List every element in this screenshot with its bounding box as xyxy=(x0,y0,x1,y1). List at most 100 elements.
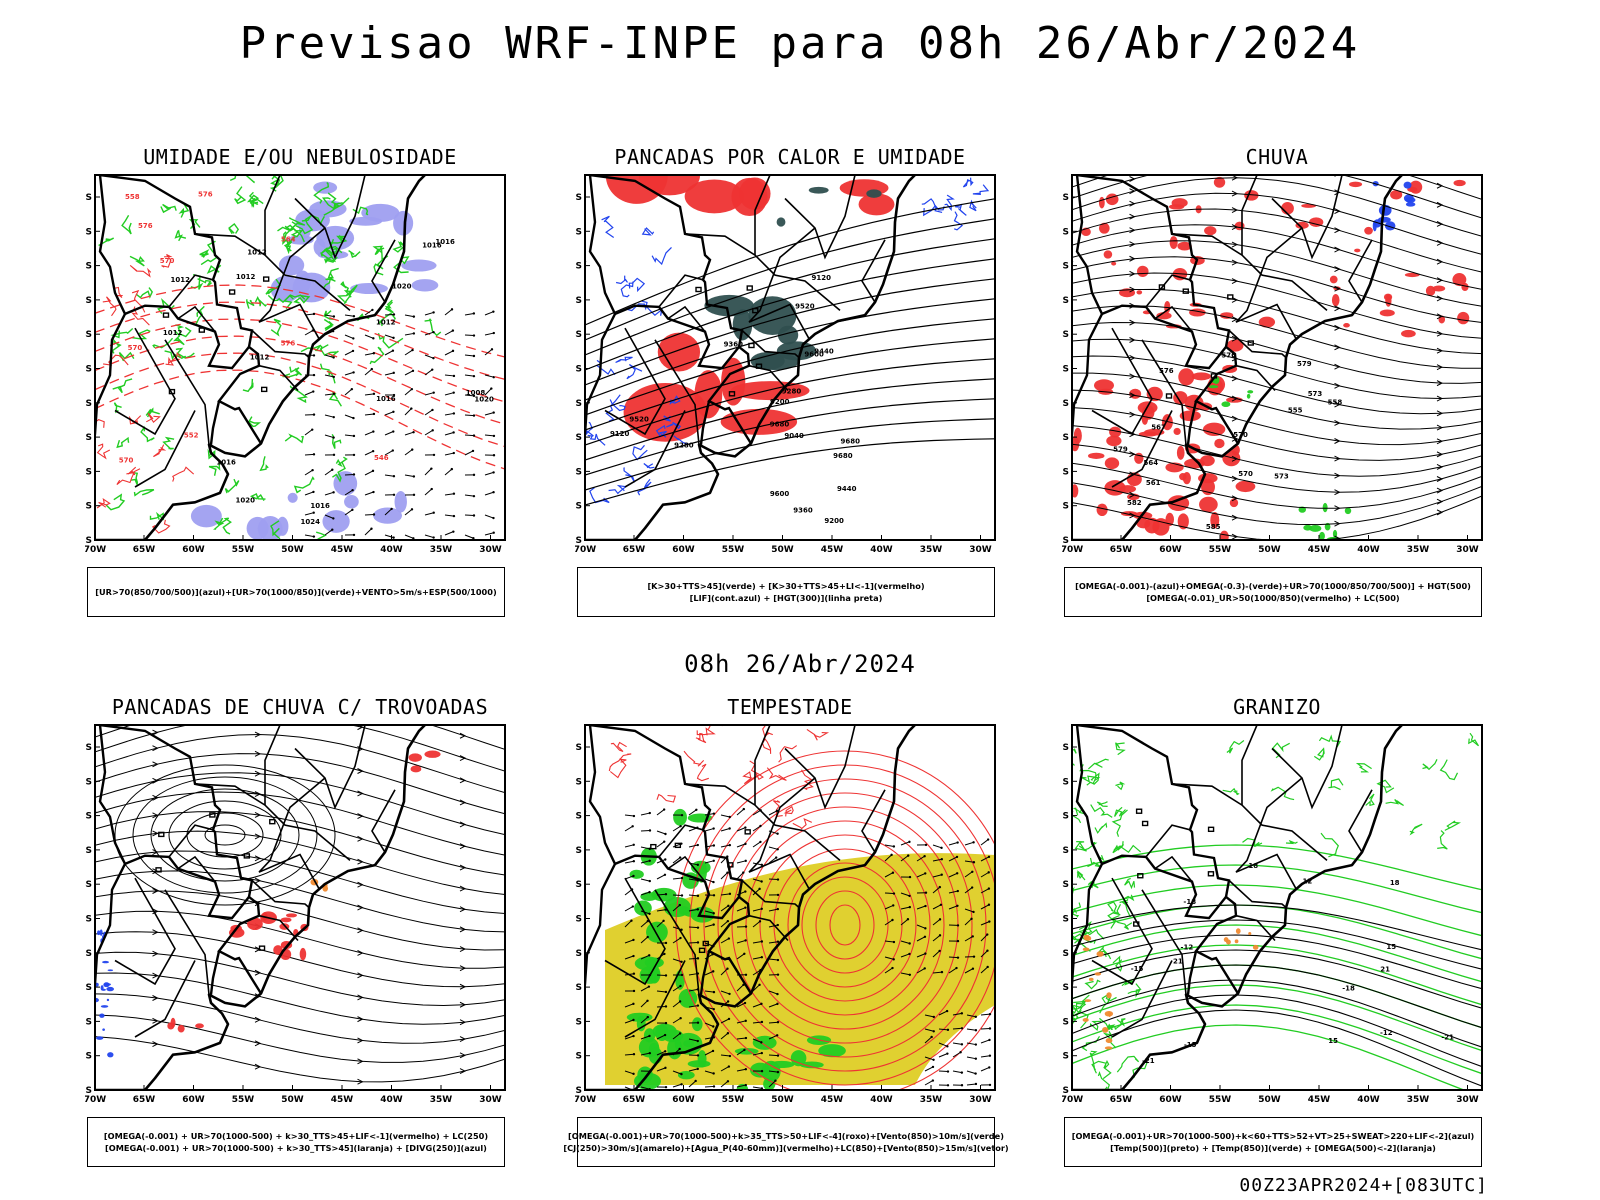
wind-vector xyxy=(932,844,942,849)
humidity-low-contour xyxy=(324,246,337,263)
wind-vector xyxy=(884,892,895,895)
omega-500-area xyxy=(1082,947,1090,952)
lon-label: 70W xyxy=(85,545,106,555)
water-body xyxy=(752,307,759,314)
vector-head xyxy=(678,1047,681,1051)
instability-area xyxy=(694,370,723,419)
wind-vector xyxy=(980,966,989,974)
flow-arrow xyxy=(459,1036,467,1043)
vector-head xyxy=(648,879,651,883)
temp-850-contour xyxy=(1072,934,1091,952)
flow-arrow xyxy=(1335,153,1340,158)
rain-area xyxy=(1331,294,1340,307)
lat-label: 39S xyxy=(1062,1052,1069,1062)
isoline-label: 9520 xyxy=(795,302,815,310)
streamline xyxy=(1072,224,1482,290)
streamline xyxy=(114,764,336,906)
flow-arrow xyxy=(357,994,364,1001)
flow-arrow xyxy=(459,1001,467,1008)
rain-area xyxy=(1219,312,1234,319)
thickness-contour xyxy=(103,354,129,366)
wind-vector xyxy=(484,514,494,519)
wind-850-area xyxy=(646,921,668,943)
wind-vector xyxy=(384,450,394,456)
wind-vector xyxy=(624,1019,634,1024)
omega-500-area xyxy=(1102,1027,1109,1033)
vector-head xyxy=(392,474,396,478)
vector-head xyxy=(988,920,991,923)
rain-area xyxy=(1111,261,1117,266)
vector-head xyxy=(312,511,315,514)
humidity-low-contour xyxy=(270,520,281,540)
flow-arrow xyxy=(1436,451,1444,458)
vector-head xyxy=(664,974,668,977)
flow-arrow xyxy=(1436,424,1444,431)
panel-umidade: UMIDADE E/OU NEBULOSIDADE 1012 1012 1012 10… xyxy=(85,145,515,617)
lat-label: 30S xyxy=(575,949,582,959)
streamline xyxy=(95,1014,505,1063)
convective-area xyxy=(732,309,753,341)
border-line xyxy=(1145,824,1191,858)
rain-area xyxy=(1141,405,1155,420)
streamline xyxy=(95,951,505,1007)
wind-vector xyxy=(688,941,699,944)
humidity-low-contour xyxy=(149,511,165,521)
streamline xyxy=(1072,208,1482,273)
thickness-contour xyxy=(95,301,505,381)
wind-vector xyxy=(304,534,314,538)
lon-label: 45W xyxy=(1308,1095,1331,1105)
wind-vector xyxy=(736,1020,746,1024)
height-contour xyxy=(585,318,995,416)
lon-label: 70W xyxy=(575,1095,596,1105)
flow-arrow xyxy=(1129,176,1136,182)
flow-arrow xyxy=(459,821,467,828)
flow-arrow xyxy=(1436,330,1444,337)
wind-vector xyxy=(948,856,958,862)
vector-head xyxy=(432,356,435,360)
lon-label: 45W xyxy=(821,545,844,555)
flow-arrow xyxy=(357,949,364,956)
flow-arrow xyxy=(1436,487,1444,494)
caption-umidade: [UR>70(850/700/500)](azul)+[UR>70(1000/8… xyxy=(87,567,505,617)
flow-arrow xyxy=(1129,411,1136,418)
border-line xyxy=(114,327,176,436)
flow-arrow xyxy=(1129,451,1136,458)
isoline-label: -18 xyxy=(1342,984,1355,992)
temp-850-contour xyxy=(1089,1050,1098,1068)
flow-arrow xyxy=(255,713,260,718)
rain-area xyxy=(1219,530,1229,540)
wind-vector xyxy=(688,894,699,897)
flow-arrow xyxy=(1334,208,1341,215)
instability-area xyxy=(684,179,744,214)
temp-850-contour xyxy=(1114,806,1126,817)
vector-head xyxy=(956,924,960,927)
flow-arrow xyxy=(1436,313,1444,320)
water-body xyxy=(695,286,702,293)
divergence-area xyxy=(102,1028,105,1031)
border-line xyxy=(1271,175,1343,260)
wind-vector xyxy=(640,1035,650,1040)
water-body xyxy=(209,812,216,818)
vector-head xyxy=(956,956,960,959)
flow-arrow xyxy=(1436,221,1444,227)
border-line xyxy=(168,824,214,858)
wind-vector xyxy=(768,958,778,961)
vector-head xyxy=(371,308,374,312)
isoline-label: -15 xyxy=(1131,965,1144,973)
vector-head xyxy=(908,840,911,844)
vector-head xyxy=(727,937,731,940)
wind-vector xyxy=(484,388,492,396)
wind-vector xyxy=(924,1066,934,1072)
border-line xyxy=(1091,877,1153,986)
water-body xyxy=(1247,340,1254,346)
isoline-label: 18 xyxy=(1390,879,1400,887)
water-body xyxy=(168,388,176,395)
panel-title-pancadas-trovoadas: PANCADAS DE CHUVA C/ TROVOADAS xyxy=(111,695,489,719)
vector-head xyxy=(696,941,700,944)
flow-arrow xyxy=(459,1068,467,1075)
rain-area xyxy=(1093,379,1114,392)
lat-label: 30S xyxy=(85,949,92,959)
wind-vector xyxy=(344,414,354,419)
wind-vector xyxy=(900,906,910,910)
border-line xyxy=(684,783,841,862)
